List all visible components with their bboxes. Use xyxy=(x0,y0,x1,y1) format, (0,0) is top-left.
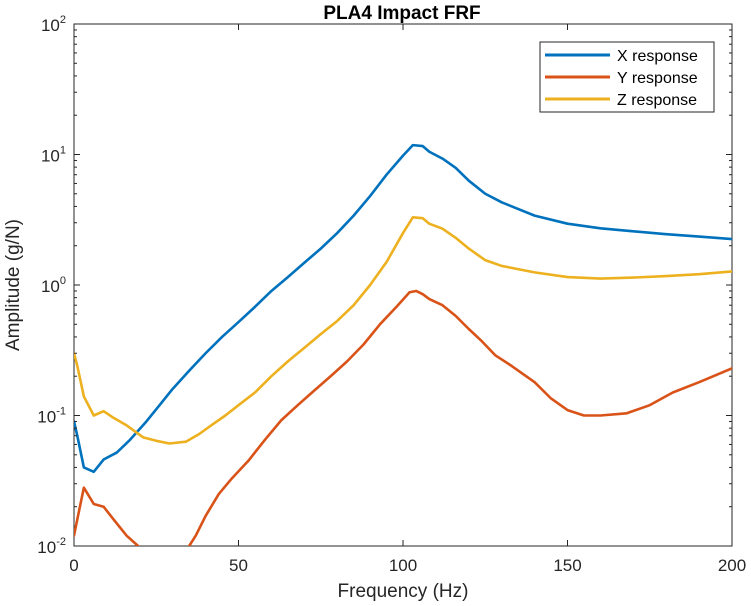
chart-title: PLA4 Impact FRF xyxy=(323,3,480,24)
x-tick-label: 100 xyxy=(389,556,417,575)
x-tick-label: 200 xyxy=(718,556,746,575)
series-line-y-response xyxy=(74,289,732,546)
series-lines xyxy=(74,143,732,546)
legend-label-z-response: Z response xyxy=(617,92,697,109)
y-tick-label: 10-1 xyxy=(37,406,66,427)
legend: X response Y response Z response xyxy=(539,41,715,113)
x-tick-label: 150 xyxy=(553,556,581,575)
x-tick-label: 0 xyxy=(69,556,78,575)
series-line-z-response xyxy=(74,216,732,445)
legend-label-x-response: X response xyxy=(617,48,698,65)
legend-label-y-response: Y response xyxy=(617,70,698,87)
x-tick-label: 50 xyxy=(229,556,248,575)
y-tick-label: 10-2 xyxy=(37,536,66,557)
y-tick-label: 100 xyxy=(41,275,66,296)
y-axis-label: Amplitude (g/N) xyxy=(3,219,24,351)
series-line-x-response xyxy=(74,143,732,474)
y-tick-label: 102 xyxy=(41,14,66,35)
axis-ticks: 0 50 100 150 200 10-2 10-1 100 101 102 xyxy=(37,14,746,575)
x-axis-label: Frequency (Hz) xyxy=(338,581,469,602)
y-tick-label: 101 xyxy=(41,145,66,166)
